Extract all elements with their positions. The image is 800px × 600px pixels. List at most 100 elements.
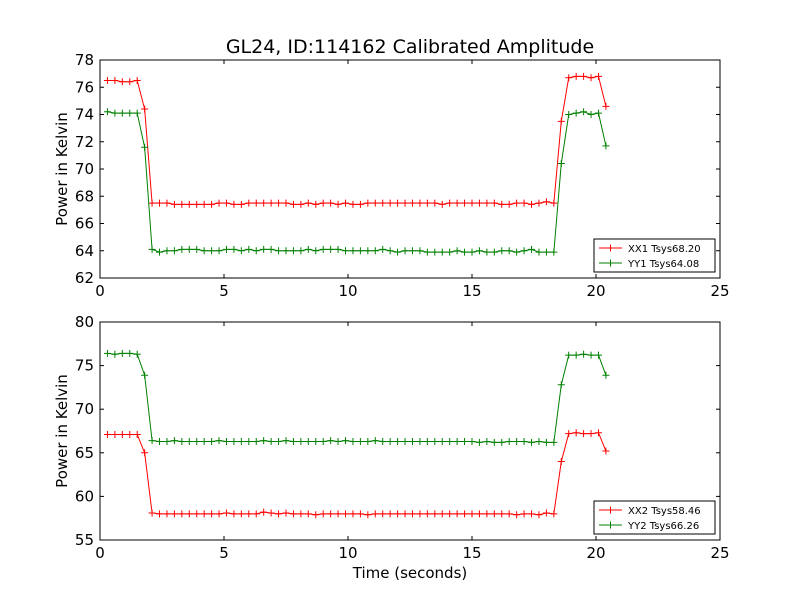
data-point	[498, 247, 506, 255]
data-point	[148, 509, 156, 517]
data-point	[230, 245, 238, 253]
data-point	[282, 437, 290, 445]
data-point	[528, 438, 536, 446]
y-tick-label: 80	[75, 313, 94, 331]
data-point	[587, 74, 595, 82]
data-point	[483, 199, 491, 207]
data-point	[133, 76, 141, 84]
data-point	[394, 510, 402, 518]
data-point	[587, 111, 595, 118]
data-point	[163, 199, 171, 207]
data-point	[193, 510, 201, 518]
data-point	[230, 200, 238, 208]
data-point	[386, 247, 394, 255]
x-tick-label: 25	[710, 282, 729, 300]
data-point	[170, 510, 178, 518]
data-point	[557, 458, 565, 466]
data-point	[557, 117, 565, 125]
data-point	[580, 350, 588, 358]
legend-entry: YY2 Tsys66.26	[627, 521, 699, 532]
y-axis-label: Power in Kelvin	[53, 374, 71, 488]
data-point	[215, 199, 223, 207]
data-point	[401, 247, 409, 255]
data-point	[594, 351, 602, 359]
data-point	[401, 437, 409, 445]
data-point	[185, 437, 193, 445]
legend: XX1 Tsys68.20 YY1 Tsys64.08	[593, 238, 716, 273]
y-tick-label: 55	[75, 531, 94, 549]
data-point	[230, 510, 238, 518]
y-tick-label: 62	[75, 269, 94, 287]
data-point	[245, 199, 253, 207]
data-point	[475, 438, 483, 446]
data-point	[208, 200, 216, 208]
data-point	[453, 247, 461, 255]
data-point	[282, 247, 290, 255]
data-point	[163, 437, 171, 445]
y-axis-label: Power in Kelvin	[53, 112, 71, 226]
data-point	[453, 199, 461, 207]
data-point	[490, 438, 498, 446]
data-point	[438, 510, 446, 518]
data-point	[193, 437, 201, 445]
data-point	[222, 199, 230, 207]
data-point	[312, 200, 320, 208]
data-point	[416, 437, 424, 445]
data-point	[483, 437, 491, 445]
data-point	[297, 437, 305, 445]
data-point	[312, 511, 320, 519]
legend-marker	[607, 244, 614, 252]
plot-frame	[99, 321, 721, 541]
data-point	[252, 247, 260, 255]
data-point	[118, 109, 126, 117]
data-point	[475, 199, 483, 207]
data-point	[535, 199, 543, 207]
data-point	[200, 437, 208, 445]
data-point	[178, 437, 186, 445]
data-point	[468, 199, 476, 207]
data-point	[416, 199, 424, 207]
data-point	[215, 247, 223, 255]
data-point	[379, 199, 387, 207]
data-point	[408, 247, 416, 255]
data-point	[438, 248, 446, 256]
data-point	[520, 510, 528, 518]
data-point	[423, 510, 431, 518]
data-point	[386, 510, 394, 518]
data-point	[349, 510, 357, 518]
data-point	[319, 245, 327, 253]
data-point	[148, 437, 156, 445]
data-point	[111, 430, 119, 438]
legend-entry: YY1 Tsys64.08	[627, 259, 699, 270]
x-tick-label: 10	[338, 282, 357, 300]
data-point	[438, 437, 446, 445]
data-point	[342, 199, 350, 207]
data-point	[535, 437, 543, 445]
data-point	[386, 199, 394, 207]
data-point	[453, 510, 461, 518]
data-point	[490, 510, 498, 518]
data-point	[364, 511, 372, 519]
y-tick-label: 76	[75, 78, 94, 96]
data-point	[587, 430, 595, 438]
data-point	[483, 510, 491, 518]
data-point	[565, 430, 573, 438]
data-point	[401, 199, 409, 207]
data-point	[594, 429, 602, 437]
data-point	[148, 245, 156, 253]
data-point	[364, 247, 372, 255]
data-point	[304, 245, 312, 253]
x-tick-label: 5	[219, 282, 229, 300]
data-point	[215, 437, 223, 445]
legend-entry: XX2 Tsys58.46	[628, 506, 701, 517]
y-tick-label: 65	[75, 444, 94, 462]
data-point	[141, 105, 149, 113]
data-point	[602, 102, 610, 110]
data-point	[260, 199, 268, 207]
data-point	[304, 199, 312, 207]
data-point	[297, 200, 305, 208]
data-point	[602, 371, 610, 379]
y-tick-label: 72	[75, 133, 94, 151]
data-point	[118, 78, 126, 86]
data-point	[461, 248, 469, 256]
